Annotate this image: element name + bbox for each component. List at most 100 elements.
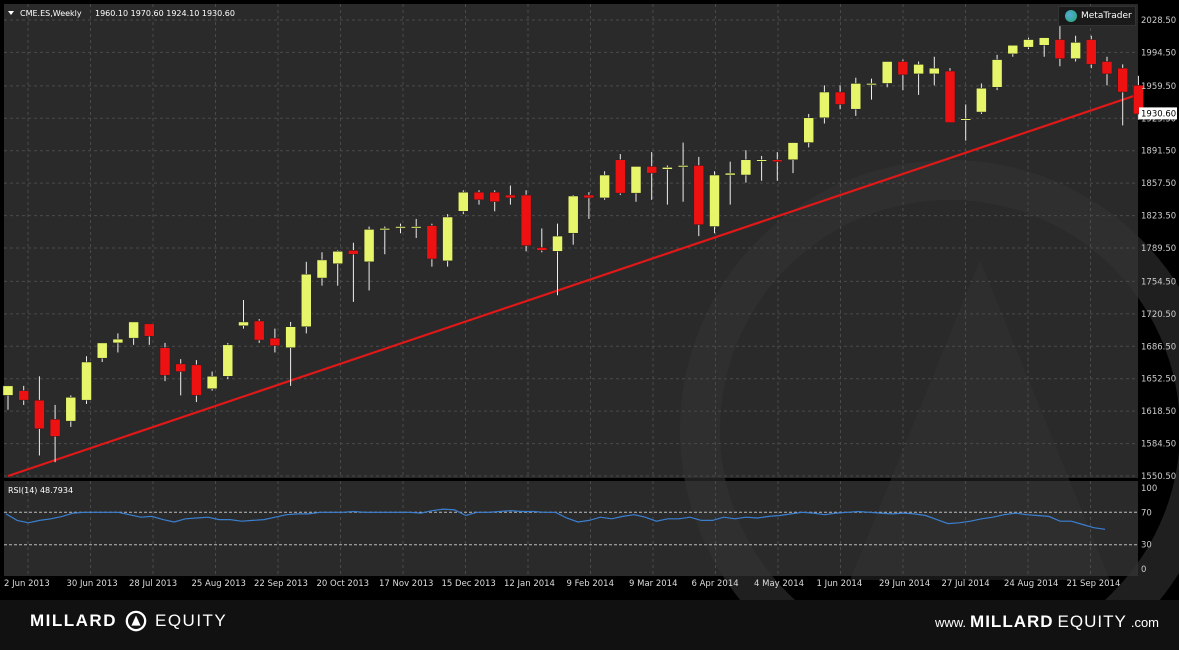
metatrader-icon <box>1065 10 1077 22</box>
metatrader-badge: MetaTrader <box>1058 6 1136 26</box>
rsi-line <box>5 508 1106 530</box>
y-tick-label: 1618.50 <box>1141 407 1176 417</box>
candle-body <box>740 159 752 176</box>
brand-equity: EQUITY <box>154 611 228 630</box>
candle-body <box>724 172 736 176</box>
candle-body <box>81 361 92 401</box>
x-tick-label: 24 Aug 2014 <box>1004 579 1058 589</box>
candle-body <box>552 235 563 252</box>
y-tick-label: 1994.50 <box>1141 48 1176 58</box>
candle-body <box>175 363 186 372</box>
candle-body <box>96 342 108 359</box>
current-price-label: 1930.60 <box>1141 109 1176 119</box>
x-tick-label: 29 Jun 2014 <box>879 579 930 589</box>
candle-body <box>65 397 77 422</box>
symbol-header: CME.ES,Weekly <box>20 9 82 18</box>
candle-body <box>1086 39 1097 65</box>
y-tick-label: 1857.50 <box>1141 179 1176 189</box>
candle-body <box>850 83 862 110</box>
x-tick-label: 9 Feb 2014 <box>567 579 615 589</box>
brand-logo-icon <box>125 610 147 632</box>
candle-body <box>426 225 438 260</box>
candle-body <box>473 191 485 201</box>
y-tick-label: 1652.50 <box>1141 375 1176 385</box>
candle-body <box>897 61 909 76</box>
candle-body <box>363 229 375 263</box>
candle-body <box>960 118 971 121</box>
watermark-logo <box>680 160 1179 600</box>
watermark-ring <box>680 160 1179 600</box>
y-tick-label: 1823.50 <box>1141 212 1176 222</box>
y-tick-label: 1891.50 <box>1141 147 1176 157</box>
candle-body <box>410 226 422 229</box>
candle-body <box>1117 67 1128 93</box>
price-chart: 2028.501994.501959.501925.501891.501857.… <box>2 4 1179 600</box>
rsi-pane <box>4 481 1138 576</box>
candle-body <box>269 337 281 347</box>
candle-body <box>819 91 830 119</box>
brand-name: MILLARD <box>30 611 117 630</box>
candle-body <box>756 159 767 162</box>
candle-body <box>144 323 155 337</box>
x-tick-label: 30 Jun 2013 <box>67 579 118 589</box>
candle-body <box>693 165 705 225</box>
candle-body <box>112 338 124 344</box>
candle-body <box>458 191 469 212</box>
candle-body <box>1101 61 1113 75</box>
candle-body <box>599 174 610 199</box>
candles <box>2 26 1144 463</box>
candle-body <box>128 321 139 339</box>
y-tick-label: 1550.50 <box>1141 472 1176 482</box>
candle-body <box>442 216 453 262</box>
candle-body <box>567 195 579 234</box>
trendline <box>7 93 1139 478</box>
y-tick-label: 1789.50 <box>1141 244 1176 254</box>
y-tick-label: 2028.50 <box>1141 16 1176 26</box>
candle-body <box>505 194 516 199</box>
x-tick-label: 2 Jun 2013 <box>4 579 50 589</box>
brand-logo-group: MILLARD EQUITY <box>30 610 227 632</box>
x-tick-label: 4 May 2014 <box>754 579 804 589</box>
candle-body <box>222 344 234 377</box>
x-tick-label: 17 Nov 2013 <box>379 579 433 589</box>
brand-footer <box>0 600 1179 650</box>
candle-body <box>253 320 265 341</box>
y-tick-label: 1584.50 <box>1141 440 1176 450</box>
candle-body <box>881 61 893 84</box>
candle-body <box>834 91 846 105</box>
x-tick-label: 22 Sep 2013 <box>254 579 308 589</box>
candle-body <box>206 376 218 389</box>
candle-body <box>536 247 548 251</box>
website-prefix: www. <box>934 615 967 630</box>
rsi-tick-label: 0 <box>1141 565 1146 575</box>
candle-body <box>379 228 391 231</box>
website-name: MILLARD <box>970 612 1054 631</box>
candle-body <box>316 259 328 279</box>
candle-body <box>991 59 1003 88</box>
y-tick-label: 1959.50 <box>1141 82 1176 92</box>
dropdown-arrow-icon[interactable] <box>8 11 14 15</box>
x-tick-label: 20 Oct 2013 <box>317 579 370 589</box>
candle-body <box>646 166 657 174</box>
candle-body <box>301 273 312 327</box>
x-tick-label: 28 Jul 2013 <box>129 579 177 589</box>
candle-body <box>489 191 500 202</box>
candle-body <box>1054 39 1066 59</box>
candle-body <box>191 364 202 396</box>
x-axis: 2 Jun 2013 30 Jun 2013 28 Jul 2013 25 Aug 2… <box>4 579 1120 589</box>
candle-body <box>520 194 532 246</box>
candle-body <box>1070 42 1081 59</box>
candle-body <box>1038 37 1050 46</box>
candle-body <box>615 159 626 194</box>
candle-body <box>1133 85 1144 115</box>
candle-body <box>1023 39 1034 48</box>
candle-body <box>866 83 877 86</box>
metatrader-label: MetaTrader <box>1081 11 1132 21</box>
rsi-indicator: 100 70 30 0 <box>4 484 1157 575</box>
candle-body <box>976 87 987 113</box>
x-tick-label: 9 Mar 2014 <box>629 579 677 589</box>
x-tick-label: 6 Apr 2014 <box>692 579 739 589</box>
x-tick-label: 15 Dec 2013 <box>442 579 496 589</box>
candle-body <box>18 390 29 401</box>
candle-body <box>583 194 595 199</box>
